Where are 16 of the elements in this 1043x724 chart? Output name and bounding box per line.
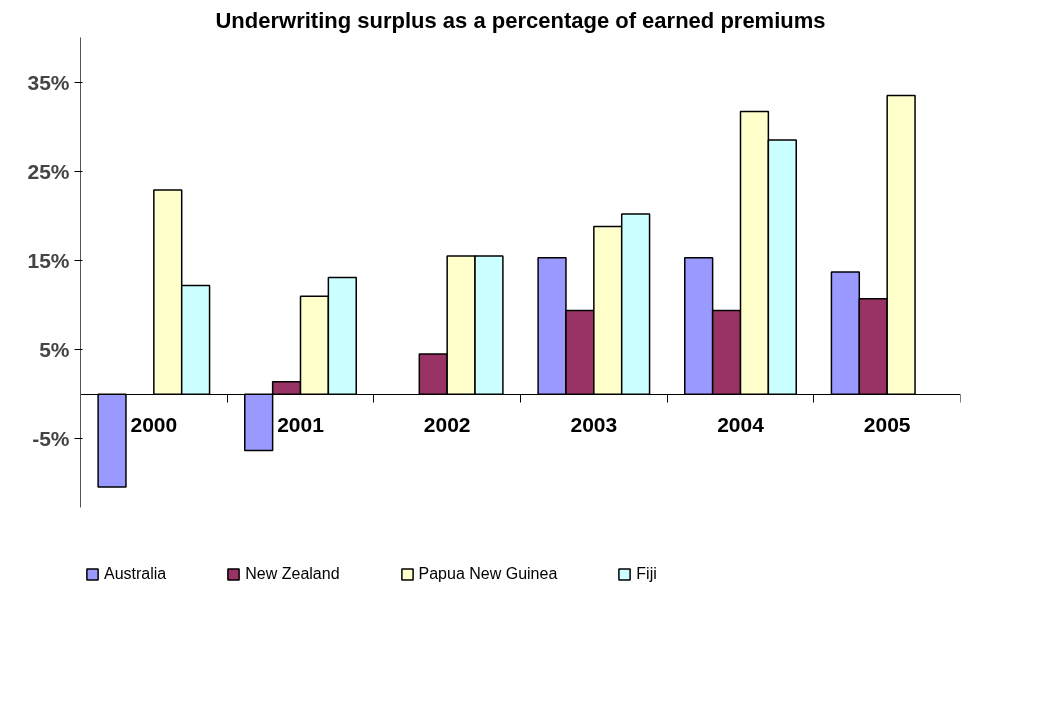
legend-label: Fiji [636, 565, 657, 584]
x-tick-label: 2004 [717, 413, 765, 437]
legend-label: Australia [104, 565, 167, 584]
legend-label: Papua New Guinea [418, 565, 558, 584]
x-tick-label: 2002 [423, 413, 471, 437]
y-tick-label: 25% [27, 159, 70, 183]
y-tick-label: 5% [39, 338, 70, 362]
x-tick-label: 2001 [277, 413, 325, 437]
y-tick-label: 15% [27, 248, 70, 272]
x-tick-label: 2000 [130, 413, 178, 437]
chart-title: Underwriting surplus as a percentage of earned premiums [215, 7, 826, 33]
x-tick-label: 2003 [570, 413, 618, 437]
y-tick-label: -5% [32, 427, 70, 451]
x-tick-label: 2005 [863, 413, 911, 437]
legend-label: New Zealand [245, 565, 340, 584]
y-tick-label: 35% [27, 70, 70, 94]
